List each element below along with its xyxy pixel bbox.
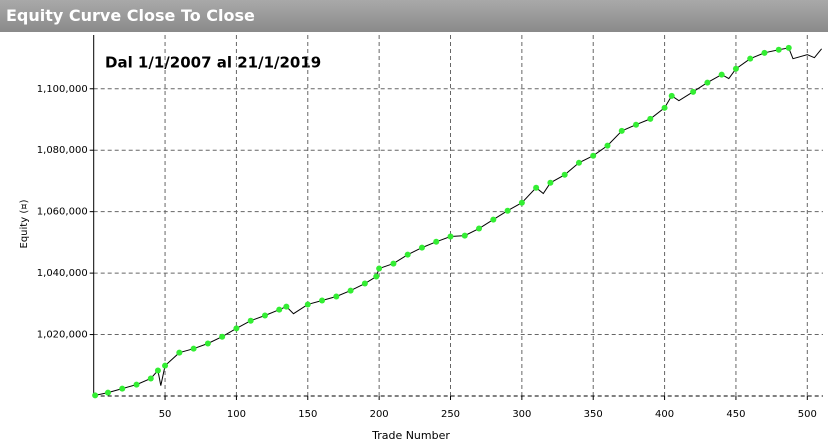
new-high-marker xyxy=(718,71,725,78)
equity-line xyxy=(94,47,822,396)
new-high-marker xyxy=(319,297,326,304)
new-high-marker xyxy=(504,207,511,214)
new-high-marker xyxy=(233,325,240,332)
new-high-marker xyxy=(219,333,226,340)
new-high-marker xyxy=(418,244,425,251)
new-high-marker xyxy=(347,287,354,294)
x-tick-label: 100 xyxy=(227,409,246,420)
new-high-marker xyxy=(590,152,597,159)
new-high-marker xyxy=(333,293,340,300)
new-high-marker xyxy=(373,273,380,280)
new-high-marker xyxy=(119,385,126,392)
new-high-marker xyxy=(775,46,782,53)
x-tick-label: 450 xyxy=(726,409,745,420)
new-high-marker xyxy=(133,381,140,388)
new-high-marker xyxy=(704,79,711,86)
new-high-marker xyxy=(490,216,497,223)
new-high-marker xyxy=(104,389,111,396)
new-high-marker xyxy=(604,142,611,149)
x-tick-label: 400 xyxy=(655,409,674,420)
new-high-marker xyxy=(283,303,290,310)
y-tick-label: 1,020,000 xyxy=(37,330,88,341)
new-high-marker xyxy=(690,88,697,95)
new-high-marker xyxy=(547,179,554,186)
x-tick-label: 500 xyxy=(798,409,817,420)
new-high-marker xyxy=(190,345,197,352)
new-high-marker xyxy=(761,49,768,56)
new-high-marker xyxy=(461,232,468,239)
new-high-marker xyxy=(304,301,311,308)
new-high-marker xyxy=(518,199,525,206)
x-tick-label: 150 xyxy=(298,409,317,420)
y-tick-label: 1,060,000 xyxy=(37,207,88,218)
new-high-marker xyxy=(633,121,640,128)
new-high-marker xyxy=(732,65,739,72)
new-high-marker xyxy=(361,280,368,287)
annotation: Dal 1/1/2007 al 21/1/2019 xyxy=(105,54,321,72)
new-high-marker xyxy=(747,55,754,62)
new-high-marker xyxy=(647,115,654,122)
new-high-marker xyxy=(261,312,268,319)
new-high-marker xyxy=(154,367,161,374)
new-high-marker xyxy=(433,238,440,245)
new-high-marker xyxy=(176,349,183,356)
new-high-marker xyxy=(533,184,540,191)
new-high-marker xyxy=(276,306,283,313)
new-high-marker xyxy=(618,127,625,134)
new-high-marker xyxy=(92,392,99,399)
new-high-marker xyxy=(668,92,675,99)
x-tick-label: 200 xyxy=(370,409,389,420)
y-tick-label: 1,080,000 xyxy=(37,145,88,156)
new-high-marker xyxy=(561,171,568,178)
y-tick-label: 1,100,000 xyxy=(37,84,88,95)
new-high-marker xyxy=(376,265,383,272)
new-high-marker xyxy=(247,317,254,324)
chart-title: Equity Curve Close To Close xyxy=(6,6,255,25)
x-tick-label: 350 xyxy=(584,409,603,420)
x-axis-label: Trade Number xyxy=(371,429,450,442)
y-axis-label: Equity (¤) xyxy=(19,199,30,248)
x-tick-label: 50 xyxy=(159,409,172,420)
new-high-marker xyxy=(785,44,792,51)
x-tick-label: 250 xyxy=(441,409,460,420)
new-high-marker xyxy=(575,159,582,166)
new-high-marker xyxy=(147,375,154,382)
new-high-marker xyxy=(162,362,169,369)
new-high-marker xyxy=(476,225,483,232)
y-tick-label: 1,040,000 xyxy=(37,268,88,279)
new-high-marker xyxy=(390,260,397,267)
x-tick-label: 300 xyxy=(512,409,531,420)
title-bar: Equity Curve Close To Close xyxy=(0,0,828,32)
new-high-marker xyxy=(404,251,411,258)
new-high-marker xyxy=(661,104,668,111)
new-high-marker xyxy=(204,340,211,347)
new-high-marker xyxy=(447,233,454,240)
